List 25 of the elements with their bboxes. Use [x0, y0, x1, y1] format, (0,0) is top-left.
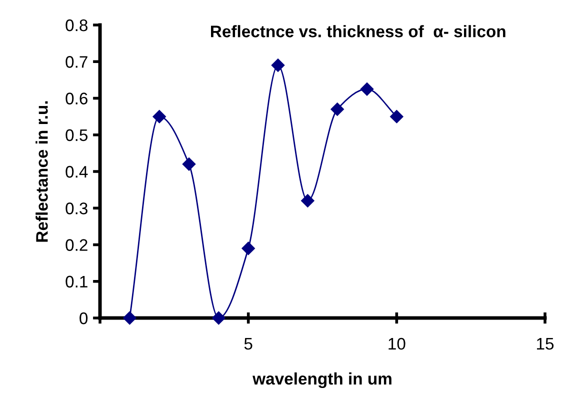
y-tick-label: 0.6 [66, 92, 88, 104]
point [330, 102, 344, 116]
chart-title: Reflectnce vs. thickness of α- silicon [211, 25, 506, 38]
point [271, 58, 285, 72]
point [360, 82, 374, 96]
y-tick-label: 0 [80, 312, 88, 324]
y-tick-label: 0.1 [66, 276, 88, 288]
point [390, 110, 404, 124]
point [182, 158, 196, 171]
y-tick-label: 0.3 [66, 202, 88, 214]
x-axis-title: wavelength in um [252, 372, 392, 388]
y-tick-label: 0.5 [66, 129, 88, 142]
point [123, 311, 136, 325]
x-tick-label: 5 [244, 338, 252, 350]
y-tick-label: 0.4 [66, 166, 88, 178]
y-axis-title: Reflectance in r.u. [36, 101, 48, 242]
x-tick-label: 15 [537, 338, 554, 350]
point [152, 110, 166, 124]
y-tick-label: 0.2 [66, 239, 88, 251]
point [212, 311, 226, 325]
y-tick-label: 0.7 [66, 56, 88, 68]
x-tick-label: 10 [388, 338, 406, 350]
point [301, 194, 314, 208]
point [242, 242, 255, 255]
y-tick-label: 0.8 [66, 19, 88, 32]
